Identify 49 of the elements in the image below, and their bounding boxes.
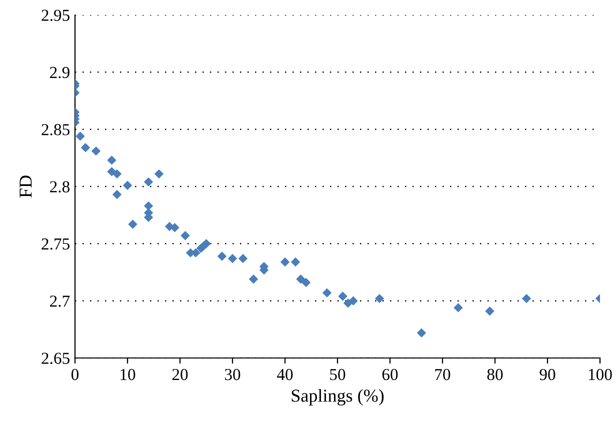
- y-tick-label: 2.7: [50, 296, 70, 307]
- point: [290, 257, 300, 267]
- y-tick-label: 2.9: [50, 66, 70, 78]
- x-tick-label: 100: [588, 368, 612, 380]
- point: [144, 177, 154, 187]
- point: [128, 220, 138, 229]
- point: [180, 231, 190, 240]
- point: [248, 274, 258, 284]
- x-tick-label: 10: [120, 368, 136, 380]
- point: [280, 257, 290, 267]
- point: [301, 278, 311, 288]
- x-tick-label: 80: [487, 368, 503, 380]
- x-axis-title: Saplings (%): [292, 389, 384, 406]
- point: [228, 254, 238, 264]
- point: [485, 306, 494, 316]
- point: [338, 292, 348, 301]
- point: [217, 252, 227, 261]
- x-tick-label: 40: [276, 368, 293, 380]
- point: [322, 288, 332, 298]
- point: [91, 146, 101, 156]
- point: [76, 132, 85, 141]
- x-tick-label: 70: [435, 368, 450, 380]
- point: [144, 201, 154, 211]
- point: [154, 169, 164, 179]
- x-tick-label: 50: [330, 368, 346, 380]
- point: [122, 180, 132, 190]
- x-tick-label: 90: [540, 368, 556, 380]
- point: [112, 169, 122, 179]
- point: [416, 328, 426, 338]
- x-tick-label: 60: [382, 368, 398, 380]
- x-tick-label: 30: [224, 368, 240, 380]
- point: [238, 254, 248, 264]
- y-tick-label: 2.95: [42, 10, 70, 22]
- point: [107, 156, 116, 165]
- point: [348, 296, 358, 306]
- y-tick-label: 2.65: [42, 352, 70, 364]
- point: [80, 143, 90, 152]
- y-tick-label: 2.85: [42, 124, 70, 136]
- y-tick-label: 2.8: [50, 181, 70, 193]
- y-axis-title: FD: [20, 176, 32, 198]
- point: [454, 303, 463, 312]
- point: [374, 294, 384, 304]
- point: [296, 274, 306, 284]
- y-tick-label: 2.75: [42, 238, 70, 250]
- point: [112, 190, 122, 200]
- point: [202, 239, 211, 248]
- x-tick-label: 0: [71, 368, 79, 380]
- point: [522, 294, 532, 304]
- x-tick-label: 20: [172, 368, 188, 380]
